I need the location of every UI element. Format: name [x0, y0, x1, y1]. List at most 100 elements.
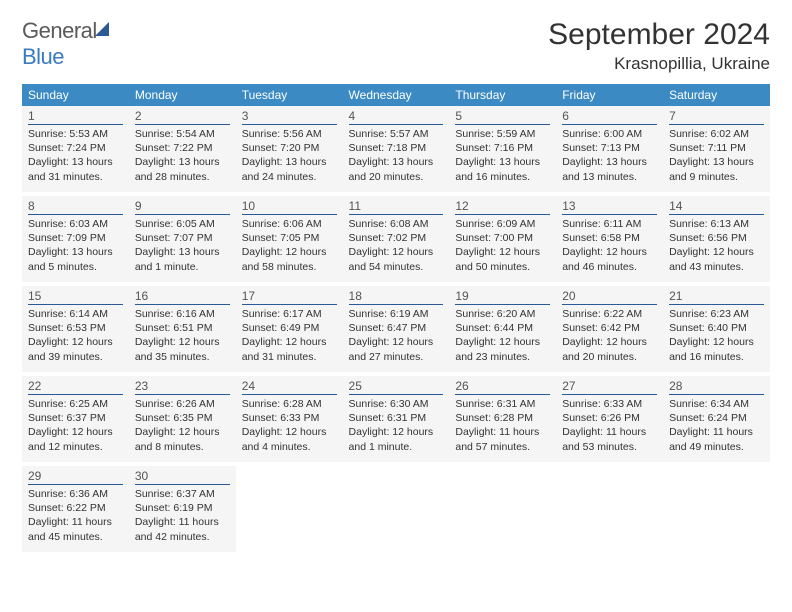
- day-number: 18: [349, 289, 444, 305]
- day-number: 1: [28, 109, 123, 125]
- day-detail: Sunrise: 6:23 AMSunset: 6:40 PMDaylight:…: [669, 307, 764, 364]
- day-number: 30: [135, 469, 230, 485]
- weekday-header: Sunday: [22, 84, 129, 106]
- calendar-cell: 27Sunrise: 6:33 AMSunset: 6:26 PMDayligh…: [556, 376, 663, 462]
- day-number: 6: [562, 109, 657, 125]
- calendar-cell: 21 Sunrise: 6:23 AMSunset: 6:40 PMDayligh…: [663, 286, 770, 372]
- calendar-cell: [236, 466, 343, 552]
- weekday-header: Friday: [556, 84, 663, 106]
- day-detail: Sunrise: 6:36 AMSunset: 6:22 PMDaylight:…: [28, 487, 123, 544]
- calendar-table: SundayMondayTuesdayWednesdayThursdayFrid…: [22, 84, 770, 552]
- day-detail: Sunrise: 5:53 AMSunset: 7:24 PMDaylight:…: [28, 127, 123, 184]
- month-title: September 2024: [548, 18, 770, 52]
- calendar-cell: 30 Sunrise: 6:37 AMSunset: 6:19 PMDayligh…: [129, 466, 236, 552]
- day-detail: Sunrise: 6:14 AMSunset: 6:53 PMDaylight:…: [28, 307, 123, 364]
- calendar-cell: 8Sunrise: 6:03 AMSunset: 7:09 PMDaylight…: [22, 196, 129, 282]
- day-detail: Sunrise: 5:56 AMSunset: 7:20 PMDaylight:…: [242, 127, 337, 184]
- day-number: 25: [349, 379, 444, 395]
- day-detail: Sunrise: 6:00 AMSunset: 7:13 PMDaylight:…: [562, 127, 657, 184]
- calendar-cell: 26 Sunrise: 6:31 AMSunset: 6:28 PMDayligh…: [449, 376, 556, 462]
- calendar-cell: 28 Sunrise: 6:34 AMSunset: 6:24 PMDayligh…: [663, 376, 770, 462]
- calendar-cell: 23Sunrise: 6:26 AMSunset: 6:35 PMDayligh…: [129, 376, 236, 462]
- day-detail: Sunrise: 6:28 AMSunset: 6:33 PMDaylight:…: [242, 397, 337, 454]
- day-detail: Sunrise: 6:33 AMSunset: 6:26 PMDaylight:…: [562, 397, 657, 454]
- brand-logo: General Blue: [22, 18, 109, 70]
- calendar-row: 8Sunrise: 6:03 AMSunset: 7:09 PMDaylight…: [22, 196, 770, 282]
- day-number: 23: [135, 379, 230, 395]
- day-number: 15: [28, 289, 123, 305]
- day-detail: Sunrise: 6:31 AMSunset: 6:28 PMDaylight:…: [455, 397, 550, 454]
- day-detail: Sunrise: 5:57 AMSunset: 7:18 PMDaylight:…: [349, 127, 444, 184]
- day-number: 2: [135, 109, 230, 125]
- day-detail: Sunrise: 6:20 AMSunset: 6:44 PMDaylight:…: [455, 307, 550, 364]
- day-detail: Sunrise: 6:30 AMSunset: 6:31 PMDaylight:…: [349, 397, 444, 454]
- day-number: 3: [242, 109, 337, 125]
- day-detail: Sunrise: 6:11 AMSunset: 6:58 PMDaylight:…: [562, 217, 657, 274]
- day-detail: Sunrise: 6:08 AMSunset: 7:02 PMDaylight:…: [349, 217, 444, 274]
- page-header: General Blue September 2024 Krasnopillia…: [22, 18, 770, 74]
- calendar-row: 15 Sunrise: 6:14 AMSunset: 6:53 PMDayligh…: [22, 286, 770, 372]
- day-number: 4: [349, 109, 444, 125]
- day-detail: Sunrise: 6:17 AMSunset: 6:49 PMDaylight:…: [242, 307, 337, 364]
- location-label: Krasnopillia, Ukraine: [548, 54, 770, 74]
- weekday-header: Monday: [129, 84, 236, 106]
- day-detail: Sunrise: 6:06 AMSunset: 7:05 PMDaylight:…: [242, 217, 337, 274]
- day-number: 29: [28, 469, 123, 485]
- brand-triangle-icon: [95, 22, 109, 36]
- calendar-cell: 29 Sunrise: 6:36 AMSunset: 6:22 PMDayligh…: [22, 466, 129, 552]
- weekday-header: Saturday: [663, 84, 770, 106]
- day-detail: Sunrise: 5:54 AMSunset: 7:22 PMDaylight:…: [135, 127, 230, 184]
- weekday-header: Thursday: [449, 84, 556, 106]
- calendar-cell: 16Sunrise: 6:16 AMSunset: 6:51 PMDayligh…: [129, 286, 236, 372]
- day-detail: Sunrise: 5:59 AMSunset: 7:16 PMDaylight:…: [455, 127, 550, 184]
- calendar-cell: 10Sunrise: 6:06 AMSunset: 7:05 PMDayligh…: [236, 196, 343, 282]
- day-detail: Sunrise: 6:22 AMSunset: 6:42 PMDaylight:…: [562, 307, 657, 364]
- day-number: 12: [455, 199, 550, 215]
- calendar-cell: [556, 466, 663, 552]
- day-number: 26: [455, 379, 550, 395]
- calendar-cell: 13 Sunrise: 6:11 AMSunset: 6:58 PMDayligh…: [556, 196, 663, 282]
- weekday-header: Tuesday: [236, 84, 343, 106]
- calendar-row: 22Sunrise: 6:25 AMSunset: 6:37 PMDayligh…: [22, 376, 770, 462]
- day-number: 8: [28, 199, 123, 215]
- calendar-cell: 7Sunrise: 6:02 AMSunset: 7:11 PMDaylight…: [663, 106, 770, 192]
- brand-name: General Blue: [22, 18, 109, 70]
- day-number: 21: [669, 289, 764, 305]
- weekday-header: Wednesday: [343, 84, 450, 106]
- calendar-cell: 17Sunrise: 6:17 AMSunset: 6:49 PMDayligh…: [236, 286, 343, 372]
- day-number: 16: [135, 289, 230, 305]
- title-block: September 2024 Krasnopillia, Ukraine: [548, 18, 770, 74]
- calendar-cell: [663, 466, 770, 552]
- day-number: 28: [669, 379, 764, 395]
- day-detail: Sunrise: 6:19 AMSunset: 6:47 PMDaylight:…: [349, 307, 444, 364]
- calendar-cell: 15 Sunrise: 6:14 AMSunset: 6:53 PMDayligh…: [22, 286, 129, 372]
- calendar-cell: 19 Sunrise: 6:20 AMSunset: 6:44 PMDayligh…: [449, 286, 556, 372]
- day-detail: Sunrise: 6:37 AMSunset: 6:19 PMDaylight:…: [135, 487, 230, 544]
- calendar-cell: 11Sunrise: 6:08 AMSunset: 7:02 PMDayligh…: [343, 196, 450, 282]
- day-number: 9: [135, 199, 230, 215]
- calendar-cell: 22Sunrise: 6:25 AMSunset: 6:37 PMDayligh…: [22, 376, 129, 462]
- day-detail: Sunrise: 6:02 AMSunset: 7:11 PMDaylight:…: [669, 127, 764, 184]
- weekday-header-row: SundayMondayTuesdayWednesdayThursdayFrid…: [22, 84, 770, 106]
- day-number: 19: [455, 289, 550, 305]
- calendar-cell: 6 Sunrise: 6:00 AMSunset: 7:13 PMDaylight…: [556, 106, 663, 192]
- day-detail: Sunrise: 6:13 AMSunset: 6:56 PMDaylight:…: [669, 217, 764, 274]
- calendar-row: 29 Sunrise: 6:36 AMSunset: 6:22 PMDayligh…: [22, 466, 770, 552]
- calendar-cell: 12 Sunrise: 6:09 AMSunset: 7:00 PMDayligh…: [449, 196, 556, 282]
- brand-part2: Blue: [22, 44, 64, 69]
- day-detail: Sunrise: 6:34 AMSunset: 6:24 PMDaylight:…: [669, 397, 764, 454]
- day-detail: Sunrise: 6:09 AMSunset: 7:00 PMDaylight:…: [455, 217, 550, 274]
- calendar-cell: 4 Sunrise: 5:57 AMSunset: 7:18 PMDaylight…: [343, 106, 450, 192]
- calendar-cell: 9 Sunrise: 6:05 AMSunset: 7:07 PMDaylight…: [129, 196, 236, 282]
- day-number: 20: [562, 289, 657, 305]
- brand-part1: General: [22, 18, 97, 43]
- calendar-cell: 2 Sunrise: 5:54 AMSunset: 7:22 PMDaylight…: [129, 106, 236, 192]
- calendar-cell: 20 Sunrise: 6:22 AMSunset: 6:42 PMDayligh…: [556, 286, 663, 372]
- calendar-cell: [343, 466, 450, 552]
- calendar-cell: 1 Sunrise: 5:53 AMSunset: 7:24 PMDaylight…: [22, 106, 129, 192]
- day-number: 22: [28, 379, 123, 395]
- day-detail: Sunrise: 6:05 AMSunset: 7:07 PMDaylight:…: [135, 217, 230, 274]
- calendar-row: 1 Sunrise: 5:53 AMSunset: 7:24 PMDaylight…: [22, 106, 770, 192]
- day-number: 14: [669, 199, 764, 215]
- day-number: 13: [562, 199, 657, 215]
